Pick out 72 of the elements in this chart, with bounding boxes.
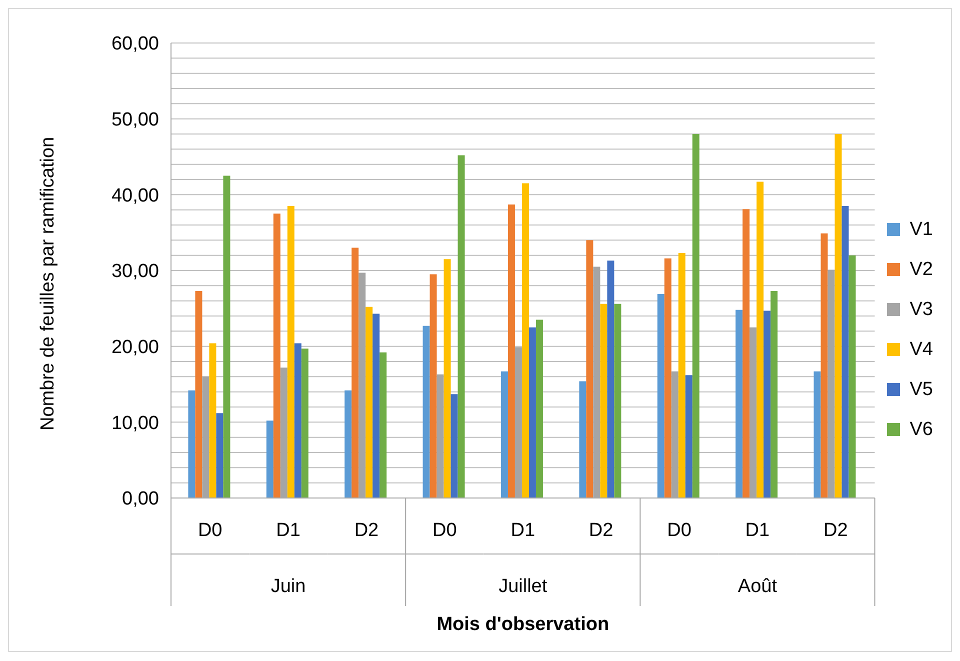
bar bbox=[450, 394, 458, 498]
bar bbox=[742, 209, 750, 498]
bar bbox=[209, 343, 216, 498]
bar bbox=[692, 134, 700, 498]
legend-label: V5 bbox=[910, 379, 933, 400]
y-tick-label: 0,00 bbox=[122, 488, 159, 510]
bar bbox=[607, 260, 614, 498]
bar bbox=[536, 320, 543, 498]
bar bbox=[422, 326, 430, 498]
x-tick-label: D1 bbox=[510, 520, 536, 541]
legend-label: V3 bbox=[910, 299, 933, 320]
x-tick-label: D2 bbox=[354, 520, 379, 541]
bar bbox=[678, 253, 686, 498]
bar bbox=[848, 255, 856, 498]
bar bbox=[820, 233, 828, 498]
x-tick-label: D1 bbox=[276, 520, 300, 541]
bar bbox=[380, 352, 387, 498]
x-tick-label: D0 bbox=[198, 520, 222, 541]
y-tick-label: 50,00 bbox=[111, 110, 159, 131]
bar bbox=[834, 134, 842, 498]
bar bbox=[842, 206, 849, 498]
bar bbox=[614, 304, 622, 498]
bar bbox=[522, 183, 529, 498]
bar bbox=[430, 274, 437, 498]
bar bbox=[195, 290, 202, 498]
y-axis-title: Nombre de feuilles par ramification bbox=[38, 136, 59, 430]
y-tick-label: 40,00 bbox=[111, 185, 159, 206]
bar bbox=[294, 343, 302, 498]
bar bbox=[770, 290, 778, 498]
x-tick-label: D2 bbox=[824, 520, 848, 541]
bar bbox=[352, 248, 359, 498]
bar bbox=[344, 390, 352, 498]
bar bbox=[600, 304, 608, 498]
x-tick-label: D0 bbox=[432, 520, 457, 541]
bar bbox=[685, 375, 692, 498]
legend-label: V2 bbox=[910, 259, 933, 280]
bar bbox=[528, 327, 536, 498]
x-tick-label: D1 bbox=[745, 520, 770, 541]
bar bbox=[287, 206, 294, 498]
legend-label: V6 bbox=[910, 419, 933, 440]
y-tick-label: 20,00 bbox=[111, 337, 159, 358]
text: Juin bbox=[270, 576, 306, 597]
bar bbox=[458, 155, 465, 498]
y-tick-label: 30,00 bbox=[111, 261, 159, 282]
legend-label: V1 bbox=[910, 219, 933, 240]
bar bbox=[372, 314, 380, 498]
y-tick-label: 60,00 bbox=[111, 34, 159, 55]
y-tick-label: 10,00 bbox=[111, 412, 159, 434]
bar bbox=[188, 390, 196, 498]
bar bbox=[216, 413, 224, 498]
x-axis-title: Mois d'observation bbox=[436, 614, 610, 635]
x-tick-label: D0 bbox=[667, 520, 692, 541]
bar bbox=[366, 306, 373, 498]
bar bbox=[508, 204, 515, 498]
bar bbox=[736, 310, 743, 498]
bar bbox=[500, 371, 508, 498]
bar bbox=[266, 420, 274, 498]
bar bbox=[764, 310, 771, 498]
bar bbox=[586, 240, 594, 498]
legend-label: V4 bbox=[910, 339, 933, 360]
bar bbox=[657, 294, 664, 498]
bar bbox=[273, 214, 280, 498]
bar bbox=[814, 371, 821, 498]
text: Août bbox=[738, 576, 778, 597]
text: Juillet bbox=[498, 576, 548, 597]
bar bbox=[756, 182, 764, 498]
x-tick-label: D2 bbox=[588, 520, 614, 541]
bar bbox=[579, 381, 586, 498]
bar bbox=[444, 259, 451, 498]
bar bbox=[664, 258, 672, 498]
bar bbox=[301, 348, 308, 498]
bar bbox=[223, 176, 230, 498]
